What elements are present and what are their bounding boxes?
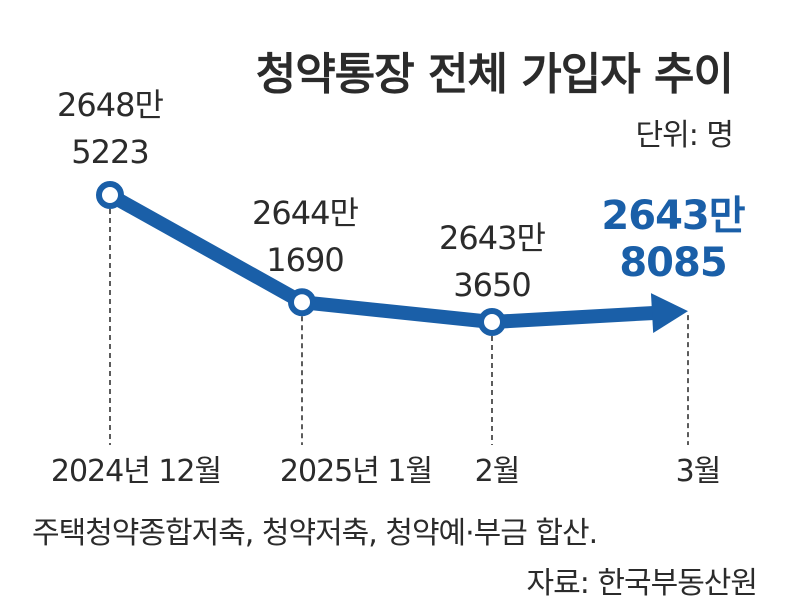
data-point-3 xyxy=(478,308,506,336)
footnote: 주택청약종합저축, 청약저축, 청약예·부금 합산. xyxy=(32,516,598,551)
x-tick-label-4: 3월 xyxy=(676,454,721,489)
data-label-2-line-2: 1690 xyxy=(266,241,343,279)
series-arrow-head xyxy=(650,293,688,334)
series-arrow-shaft xyxy=(485,305,662,329)
data-label-1-line-2: 5223 xyxy=(71,133,148,171)
x-tick-label-2: 2025년 1월 xyxy=(280,454,432,489)
x-tick-label-3: 2월 xyxy=(475,454,520,489)
data-label-4-line-2: 8085 xyxy=(619,240,726,286)
chart-title: 청약통장 전체 가입자 추이 xyxy=(255,49,734,100)
source-note: 자료: 한국부동산원 xyxy=(526,566,758,601)
x-tick-label-1: 2024년 12월 xyxy=(51,454,221,489)
data-label-1-line-1: 2648만 xyxy=(57,86,163,124)
data-label-4-line-1: 2643만 xyxy=(601,193,745,239)
data-label-3-line-1: 2643만 xyxy=(439,219,545,257)
data-label-2-line-1: 2644만 xyxy=(252,194,358,232)
unit-note: 단위: 명 xyxy=(635,118,734,153)
data-label-3-line-2: 3650 xyxy=(453,266,530,304)
data-point-1 xyxy=(96,181,124,209)
data-point-2 xyxy=(288,288,316,317)
